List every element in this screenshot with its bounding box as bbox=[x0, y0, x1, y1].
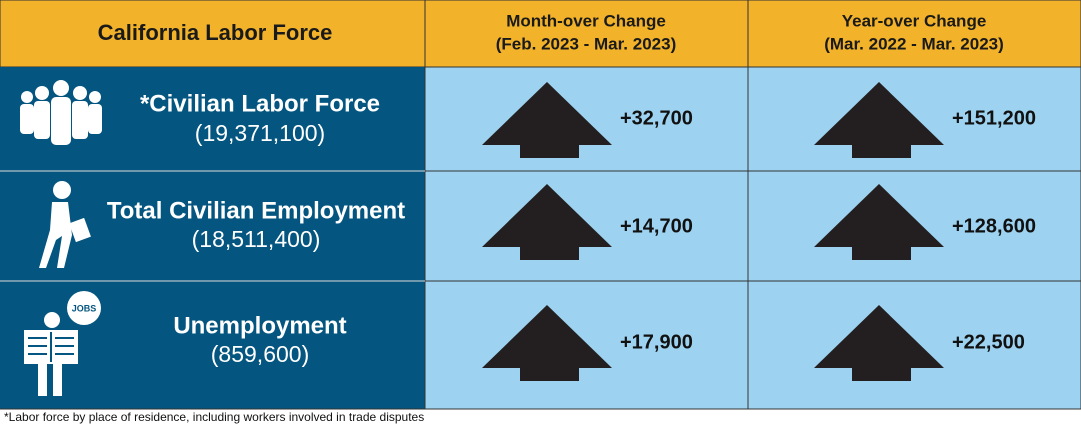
column-subheader: (Feb. 2023 - Mar. 2023) bbox=[496, 34, 676, 53]
month-change: +14,700 bbox=[620, 215, 693, 237]
year-change: +22,500 bbox=[952, 331, 1025, 353]
row-label: Total Civilian Employment bbox=[107, 197, 405, 224]
month-change: +17,900 bbox=[620, 331, 693, 353]
people-icon bbox=[20, 80, 102, 145]
newspaper-icon: JOBS bbox=[24, 291, 101, 396]
row-label: *Civilian Labor Force bbox=[140, 90, 380, 117]
year-change: +151,200 bbox=[952, 107, 1036, 129]
table-title: California Labor Force bbox=[98, 20, 333, 45]
walker-icon bbox=[39, 181, 91, 268]
month-change: +32,700 bbox=[620, 107, 693, 129]
column-subheader: (Mar. 2022 - Mar. 2023) bbox=[824, 34, 1004, 53]
column-header: Month-over Change bbox=[506, 11, 666, 30]
row-value: (19,371,100) bbox=[195, 120, 325, 146]
jobs-label: JOBS bbox=[72, 303, 97, 313]
row-label: Unemployment bbox=[173, 312, 346, 339]
row-value: (859,600) bbox=[211, 341, 309, 367]
year-change: +128,600 bbox=[952, 215, 1036, 237]
row-value: (18,511,400) bbox=[192, 226, 321, 252]
footnote: *Labor force by place of residence, incl… bbox=[4, 410, 424, 424]
column-header: Year-over Change bbox=[842, 11, 987, 30]
